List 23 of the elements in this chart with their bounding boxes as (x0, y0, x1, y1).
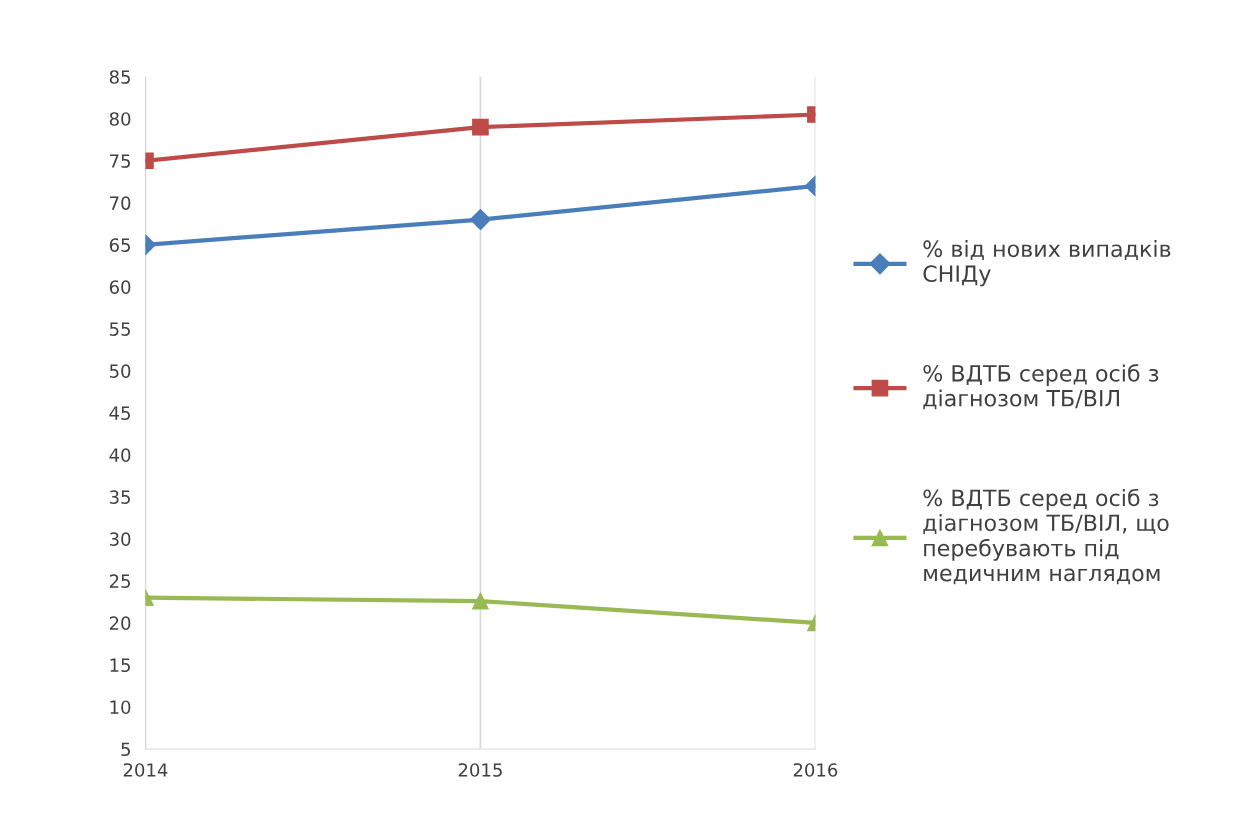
y-tick-label: 65 (109, 238, 130, 252)
y-tick-label: 80 (109, 112, 131, 126)
y-tick-label: 25 (109, 574, 130, 588)
y-tick-label: 75 (110, 154, 130, 168)
legend-label: % від нових випадків СНІДу (923, 239, 1171, 287)
legend-label: % ВДТБ серед осіб з діагнозом ТБ/ВІЛ, що перебувають під медичним наглядом (923, 488, 1169, 585)
x-tick-label: 2015 (458, 763, 502, 777)
legend-label: % ВДТБ серед осіб з діагнозом ТБ/ВІЛ (923, 364, 1159, 410)
y-tick-label: 55 (109, 322, 130, 336)
y-tick-label: 20 (109, 616, 131, 631)
y-tick-label: 35 (109, 490, 130, 504)
x-tick-label: 2014 (123, 763, 168, 777)
y-tick-label: 40 (109, 448, 131, 462)
y-tick-label: 60 (109, 280, 131, 294)
y-tick-label: 85 (109, 70, 130, 84)
y-tick-label: 15 (110, 658, 130, 673)
y-tick-label: 70 (110, 196, 131, 210)
x-tick-label: 2016 (793, 763, 838, 777)
y-tick-label: 10 (110, 700, 131, 715)
y-tick-label: 45 (109, 406, 130, 420)
y-tick-label: 5 (121, 742, 130, 757)
y-tick-label: 30 (109, 532, 131, 546)
y-tick-label: 50 (109, 364, 131, 378)
